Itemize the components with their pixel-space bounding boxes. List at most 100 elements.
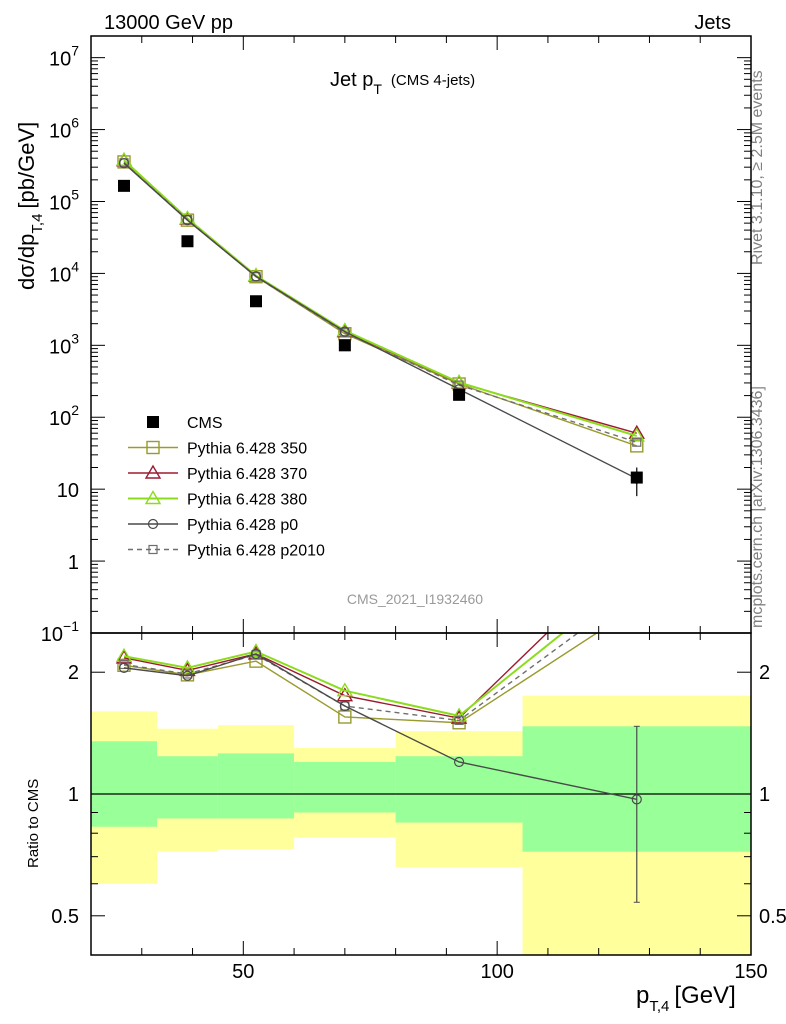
ratio-y-axis-label: Ratio to CMS	[25, 779, 42, 868]
tick-exponent: −1	[63, 618, 79, 634]
main-y-tick-label: 102	[49, 402, 79, 430]
legend: CMS Pythia 6.428 350 Pythia 6.428 370 Pythi…	[128, 415, 325, 560]
band-inner-bin	[157, 756, 218, 819]
ratio-point-p370	[336, 687, 354, 702]
band-inner-bin	[91, 741, 157, 827]
tick-base: 10	[41, 624, 63, 646]
tick-base: 10	[57, 480, 79, 502]
tick-base: 1	[68, 552, 79, 574]
series-line-p350	[123, 161, 637, 447]
point-p0	[118, 158, 130, 169]
main-y-tick-label: 106	[49, 115, 79, 143]
ratio-y-tick-label-left: 1	[68, 784, 79, 806]
x-tick-label: 150	[734, 961, 767, 983]
main-y-tick-label: 103	[49, 330, 79, 358]
plot-title: Jet pT (CMS 4-jets)	[330, 69, 475, 97]
main-y-tick-label: 104	[49, 258, 79, 286]
ratio-point-p380	[630, 567, 644, 579]
point-cms	[630, 471, 643, 484]
legend-label-cms: CMS	[187, 415, 223, 432]
ratio-point-p2010	[454, 715, 464, 726]
tick-base: 10	[49, 121, 71, 143]
point-p0	[339, 326, 350, 337]
ratio-point-p350	[631, 601, 643, 613]
ratio-point-p370	[630, 539, 644, 551]
ratio-point-p380	[336, 682, 354, 697]
mcplots-label: mcplots.cern.ch [arXiv:1306.3436]	[749, 386, 766, 628]
legend-label-p2010: Pythia 6.428 p2010	[187, 543, 325, 560]
main-y-tick-label: 10	[57, 480, 79, 502]
x-tick-label: 100	[480, 961, 513, 983]
series-line-p380	[123, 159, 638, 437]
tick-base: 10	[49, 408, 71, 430]
main-y-axis-label: dσ/dpT,4[pb/GeV]	[14, 122, 46, 290]
tick-exponent: 5	[71, 186, 79, 202]
point-cms	[181, 235, 194, 248]
ratio-point-p0	[339, 700, 350, 712]
ratio-plot-series	[115, 539, 644, 903]
ratio-line-p350	[123, 633, 599, 724]
point-p0	[182, 215, 193, 226]
main-plot-series	[115, 151, 645, 497]
ratio-point-p0	[118, 662, 130, 673]
ratio-y-tick-label-left: 0.5	[51, 906, 79, 928]
point-p350	[630, 439, 644, 453]
x-axis-label: pT,4 [GeV]	[636, 982, 736, 1015]
band-inner-bin	[395, 756, 523, 823]
main-y-tick-label: 105	[49, 186, 79, 214]
ratio-line-p2010	[123, 633, 580, 722]
legend-marker-p2010	[148, 544, 158, 555]
ratio-point-p350	[117, 658, 131, 673]
point-cms	[453, 388, 466, 401]
ratio-point-p0	[250, 648, 262, 659]
legend-label-p350: Pythia 6.428 350	[187, 441, 307, 458]
tick-base: 10	[49, 264, 71, 286]
point-p380	[628, 427, 645, 442]
point-p350	[180, 213, 195, 227]
tick-base: 10	[49, 192, 71, 214]
ratio-point-p0	[453, 756, 465, 768]
main-y-tick-label: 107	[49, 43, 79, 71]
ratio-y-tick-label-right: 2	[759, 662, 770, 684]
point-p350	[249, 269, 263, 284]
legend-marker-p370	[144, 464, 162, 479]
series-line-p370	[123, 160, 637, 434]
main-y-tick-label: 1	[68, 552, 79, 574]
point-cms	[118, 179, 130, 192]
band-inner-bin	[217, 753, 295, 819]
analysis-id: CMS_2021_I1932460	[347, 591, 483, 607]
legend-marker-cms	[147, 416, 159, 428]
point-cms	[250, 295, 262, 308]
x-tick-label: 50	[232, 961, 254, 983]
rivet-label: Rivet 3.1.10, ≥ 2.5M events	[749, 70, 766, 265]
legend-label-p380: Pythia 6.428 380	[187, 492, 307, 509]
category-label: Jets	[694, 12, 731, 34]
tick-base: 10	[49, 336, 71, 358]
ratio-point-p380	[179, 659, 196, 674]
legend-label-p0: Pythia 6.428 p0	[187, 517, 298, 534]
tick-exponent: 6	[71, 115, 79, 131]
point-cms	[338, 339, 351, 352]
ratio-line-p0	[123, 653, 637, 801]
energy-label: 13000 GeV pp	[104, 12, 233, 34]
series-line-p2010	[123, 162, 637, 443]
ratio-uncertainty-bands	[91, 695, 751, 955]
tick-exponent: 3	[71, 330, 79, 346]
point-p2010	[632, 437, 642, 447]
ratio-point-p0	[182, 670, 193, 681]
ratio-y-tick-label-right: 0.5	[759, 906, 786, 928]
ratio-frame	[90, 632, 752, 956]
ratio-point-p380	[115, 647, 133, 662]
legend-marker-p0	[147, 518, 159, 530]
band-inner-bin	[294, 761, 396, 813]
legend-marker-p380	[144, 490, 162, 505]
ratio-point-p2010	[633, 586, 641, 594]
ratio-line-p370	[123, 633, 549, 719]
ratio-point-p0	[631, 794, 642, 805]
tick-exponent: 7	[71, 43, 79, 59]
legend-marker-p350	[146, 440, 160, 455]
point-p0	[250, 271, 262, 282]
legend-label-p370: Pythia 6.428 370	[187, 466, 307, 483]
